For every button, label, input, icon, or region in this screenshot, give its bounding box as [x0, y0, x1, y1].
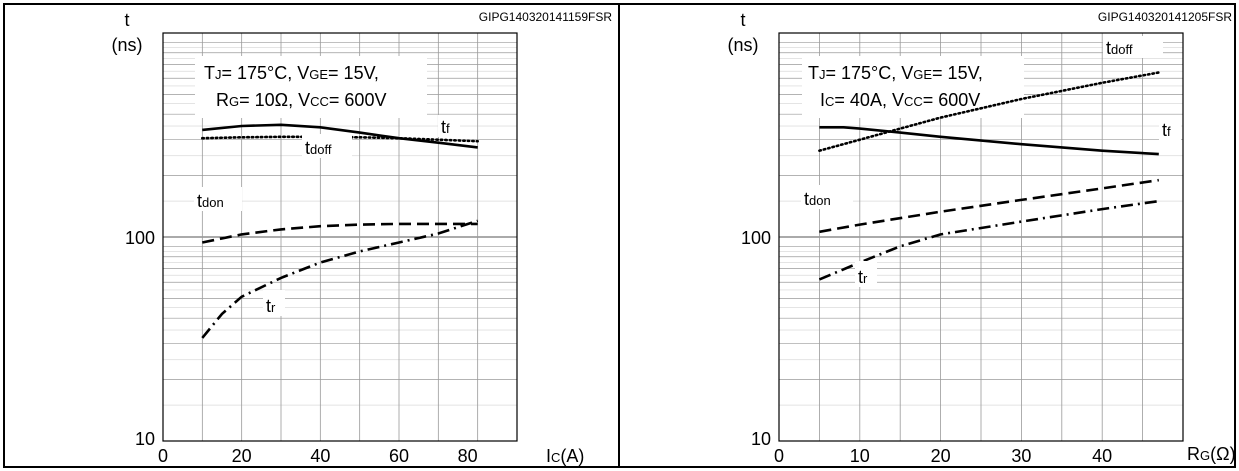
y-tick-label: 10 [751, 429, 771, 449]
series-label-tr: tr [266, 296, 276, 316]
series-line-tr [818, 199, 1159, 281]
y-tick-label: 100 [741, 228, 771, 248]
x-tick-label: 20 [931, 446, 951, 466]
figure-code: GIPG140320141205FSR [1098, 10, 1232, 24]
x-tick-label: 30 [1011, 446, 1031, 466]
y-axis-label: t [740, 10, 745, 30]
series-label-bg [302, 134, 352, 158]
x-tick-label: 40 [1092, 446, 1112, 466]
x-tick-label: 0 [774, 446, 784, 466]
plot-area-border [162, 32, 518, 442]
chart-2: TJ= 175°C, VGE= 15V, IC= 40A, VCC= 600V GI… [728, 10, 1236, 466]
series-label-bg [438, 115, 460, 137]
conditions-line-2: IC= 40A, VCC= 600V [820, 90, 980, 110]
series-label-tdon: tdon [197, 191, 224, 211]
y-tick-label: 100 [125, 228, 155, 248]
series-label-bg [801, 185, 853, 209]
series-label-bg [263, 290, 285, 316]
series-label-tdoff: tdoff [305, 138, 332, 158]
x-tick-label: 0 [158, 446, 168, 466]
x-axis-label: IC(A) [546, 446, 584, 466]
series-label-bg [855, 261, 877, 287]
chart-panel-left [3, 3, 620, 468]
y-tick-label: 10 [135, 429, 155, 449]
x-tick-label: 10 [850, 446, 870, 466]
series-line-tdon [819, 178, 1159, 234]
series-line-tf [819, 126, 1159, 156]
series-line-tr [201, 219, 479, 339]
conditions-line-1: TJ= 175°C, VGE= 15V, [808, 63, 983, 83]
plot-area-border [778, 32, 1184, 442]
x-tick-label: 40 [310, 446, 330, 466]
series-line-tf [202, 123, 478, 149]
y-axis-label: t [124, 10, 129, 30]
y-axis-unit: (ns) [728, 35, 759, 55]
x-axis-label: RG(Ω) [1187, 444, 1236, 464]
chart-panel-right [620, 3, 1236, 468]
x-tick-label: 60 [389, 446, 409, 466]
x-tick-label: 20 [232, 446, 252, 466]
series-label-tf: tf [441, 117, 450, 137]
series-line-tdon [202, 222, 478, 244]
series-label-tdoff: tdoff [1106, 38, 1133, 58]
conditions-box [195, 56, 427, 118]
series-label-bg [1159, 118, 1181, 140]
series-label-tdon: tdon [804, 189, 831, 209]
conditions-line-1: TJ= 175°C, VGE= 15V, [204, 63, 379, 83]
figure-code: GIPG140320141159FSR [479, 10, 613, 24]
series-label-tf: tf [1162, 120, 1171, 140]
chart-1: TJ= 175°C, VGE= 15V, RG= 10Ω, VCC= 600V GI… [112, 10, 613, 466]
series-line-tdoff [818, 71, 1161, 152]
series-label-bg [194, 187, 242, 211]
x-tick-label: 80 [458, 446, 478, 466]
series-label-tr: tr [858, 267, 868, 287]
series-label-bg [1103, 36, 1163, 58]
conditions-line-2: RG= 10Ω, VCC= 600V [216, 90, 386, 110]
y-axis-unit: (ns) [112, 35, 143, 55]
